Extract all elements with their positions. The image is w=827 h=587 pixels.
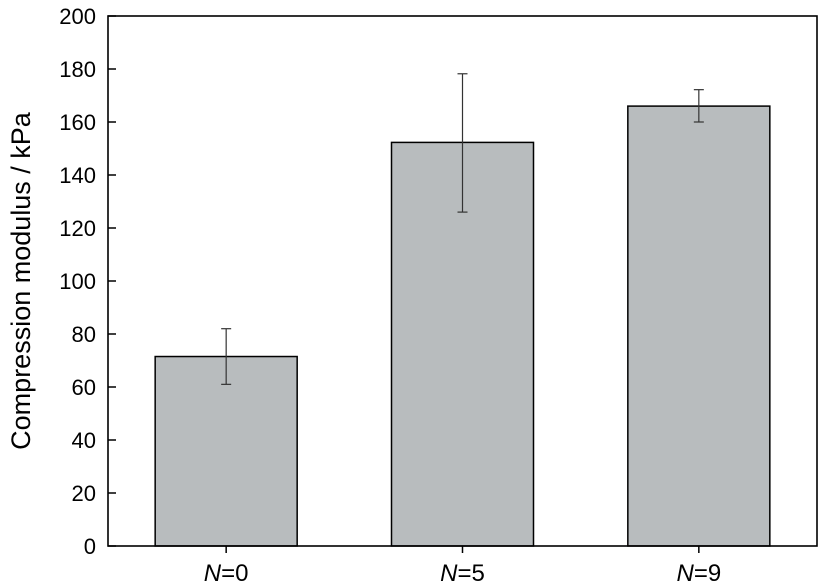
bar: [154, 355, 298, 547]
bar: [627, 105, 771, 547]
y-tick-label: 100: [59, 269, 96, 294]
error-bars-layer: [221, 73, 704, 385]
x-category-value: =5: [457, 560, 484, 587]
y-tick-label: 80: [72, 322, 96, 347]
x-category-label: N=9: [676, 560, 721, 587]
x-category-variable: N: [440, 560, 458, 587]
y-tick-label: 120: [59, 216, 96, 241]
x-category-variable: N: [676, 560, 694, 587]
x-axis-ticks: N=0 N=5 N=9: [204, 546, 721, 587]
y-tick-label: 200: [59, 4, 96, 29]
y-tick-label: 20: [72, 481, 96, 506]
x-category-value: =9: [694, 560, 721, 587]
y-axis-title: Compression modulus / kPa: [6, 111, 36, 450]
y-tick-label: 140: [59, 163, 96, 188]
x-category-variable: N: [204, 560, 222, 587]
y-tick-label: 160: [59, 110, 96, 135]
x-category-label: N=5: [440, 560, 485, 587]
y-tick-label: 0: [84, 534, 96, 559]
y-tick-label: 180: [59, 57, 96, 82]
y-tick-label: 60: [72, 375, 96, 400]
y-tick-label: 40: [72, 428, 96, 453]
x-category-label: N=0: [204, 560, 249, 587]
y-axis-ticks: 0 20 40 60 80 100 120 140 160 180 200: [59, 4, 116, 559]
x-category-value: =0: [221, 560, 248, 587]
